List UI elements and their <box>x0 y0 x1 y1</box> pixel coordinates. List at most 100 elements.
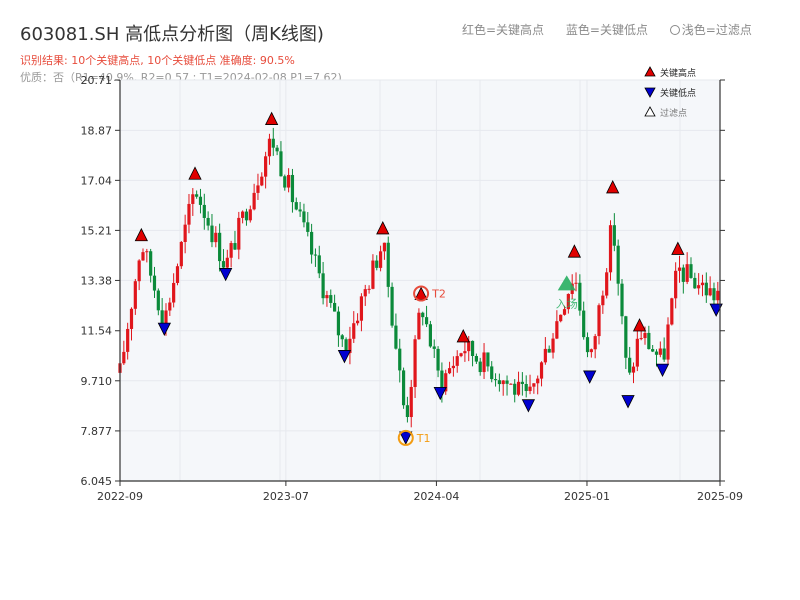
candle-body <box>133 281 137 309</box>
candle-body <box>589 349 593 353</box>
y-tick-label: 15.21 <box>81 224 113 237</box>
candle-body <box>612 225 616 246</box>
candle-body <box>352 323 356 339</box>
candle-body <box>417 312 421 340</box>
key-high-marker <box>567 244 582 258</box>
candle-body <box>520 381 524 384</box>
x-tick-label: 2022-09 <box>97 490 143 503</box>
candle-body <box>306 222 310 232</box>
hollow-circle-icon <box>669 25 680 35</box>
candle-body <box>528 386 532 392</box>
legend-entry: 关键低点 <box>660 87 696 99</box>
candle-body <box>248 209 252 221</box>
candle-body <box>183 224 187 242</box>
key-low-marker <box>709 303 723 317</box>
candle-body <box>463 351 467 354</box>
legend-marker <box>644 87 656 98</box>
candle-body <box>210 225 214 243</box>
candle-body <box>329 295 333 303</box>
candle-body <box>539 362 544 379</box>
candle-body <box>662 348 666 360</box>
y-tick-label: 13.38 <box>81 274 113 287</box>
candle-body <box>455 356 459 366</box>
candle-body <box>237 217 241 250</box>
key-low-marker <box>157 322 171 336</box>
annotation-circle <box>397 429 414 446</box>
candle-body <box>172 282 176 303</box>
candle-body <box>666 324 670 360</box>
candle-body <box>647 332 651 350</box>
legend-marker <box>644 106 656 117</box>
candle-body <box>221 261 226 268</box>
candle-body <box>409 386 413 418</box>
candle-body <box>505 380 509 384</box>
candle-body <box>697 285 701 289</box>
markers: T1 T2 入场 <box>134 111 723 446</box>
candle-body <box>490 366 494 380</box>
candle-body <box>585 337 590 353</box>
candle-body <box>198 196 203 205</box>
candle-body <box>704 282 708 296</box>
candle-body <box>179 241 183 267</box>
candle-body <box>206 217 210 226</box>
key-high-marker <box>632 318 647 332</box>
candle-body <box>547 348 551 353</box>
candle-body <box>681 267 685 282</box>
candle-body <box>608 225 613 273</box>
key-low-marker <box>219 268 233 282</box>
key-low-marker <box>521 399 536 413</box>
annotation-circle <box>413 285 430 302</box>
candle-body <box>252 192 256 210</box>
y-tick-label: 7.877 <box>81 425 113 438</box>
candle-body <box>574 282 578 284</box>
candle-body <box>674 270 678 299</box>
candle-body <box>363 289 367 297</box>
candle-body <box>424 317 429 325</box>
y-tick-label: 20.71 <box>81 74 113 87</box>
candle-body <box>421 312 425 318</box>
candle-body <box>543 348 547 363</box>
entry-signal-label: 入场 <box>556 296 578 310</box>
color-legend: 红色=关键高点 蓝色=关键低点 浅色=过滤点 <box>462 21 752 38</box>
candle-body <box>152 275 157 291</box>
candle-body <box>555 321 559 339</box>
candle-body <box>631 366 636 373</box>
candle-body <box>313 254 318 256</box>
legend-marker <box>644 66 656 77</box>
legend-entry: 过滤点 <box>660 107 687 119</box>
candle-body <box>620 283 624 317</box>
candle-body <box>325 295 329 299</box>
candle-body <box>264 156 268 177</box>
candle-body <box>516 381 521 395</box>
x-tick-label: 2025-09 <box>697 490 743 503</box>
candle-body <box>486 352 490 367</box>
candle-body <box>497 380 501 385</box>
candle-body <box>378 251 383 268</box>
candle-body <box>643 332 647 339</box>
candle-body <box>260 176 264 186</box>
candle-body <box>214 232 218 243</box>
y-tick-label: 9.710 <box>81 375 113 388</box>
candle-body <box>532 383 536 387</box>
x-tick-label: 2024-04 <box>413 490 459 503</box>
candle-body <box>474 355 478 362</box>
candle-body <box>654 351 659 355</box>
annotation-label: T2 <box>431 288 446 301</box>
candle-body <box>693 277 697 289</box>
candle-body <box>122 351 126 364</box>
candle-body <box>156 290 160 311</box>
chart-title: 603081.SH 高低点分析图（周K线图) <box>20 24 324 45</box>
candle-body <box>348 338 352 354</box>
candle-body <box>685 264 689 282</box>
candle-body <box>141 252 145 261</box>
candle-body <box>218 232 222 262</box>
candle-body <box>175 266 180 283</box>
candle-body <box>440 370 444 392</box>
candle-body <box>467 340 471 352</box>
candle-body <box>336 311 341 336</box>
candle-body <box>482 352 486 373</box>
candle-body <box>267 138 272 157</box>
candle-body <box>444 373 448 392</box>
